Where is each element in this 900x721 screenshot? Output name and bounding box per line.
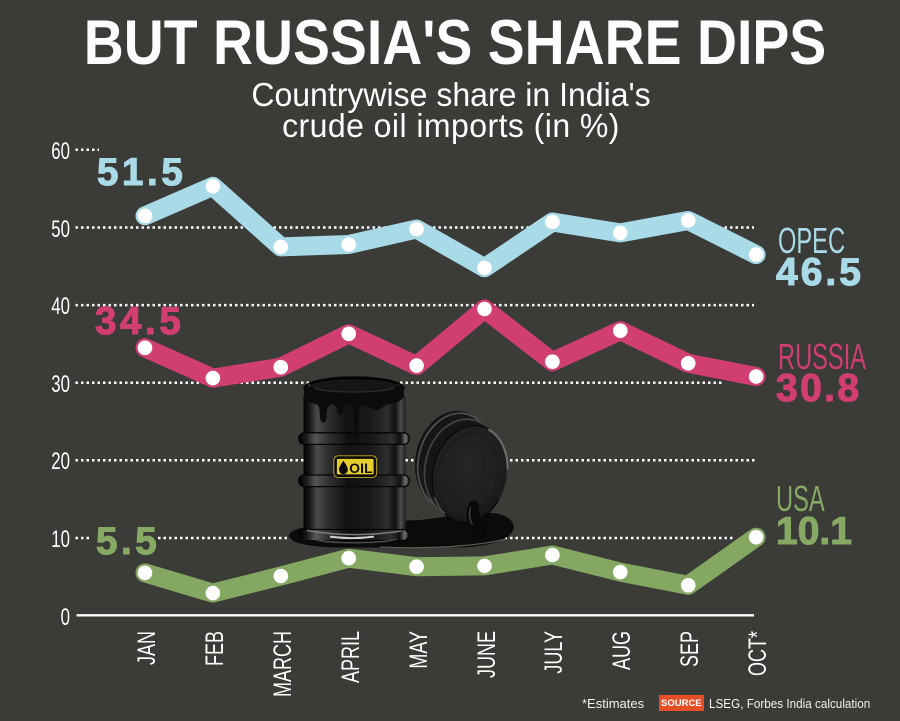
svg-text:OIL: OIL — [349, 461, 373, 476]
